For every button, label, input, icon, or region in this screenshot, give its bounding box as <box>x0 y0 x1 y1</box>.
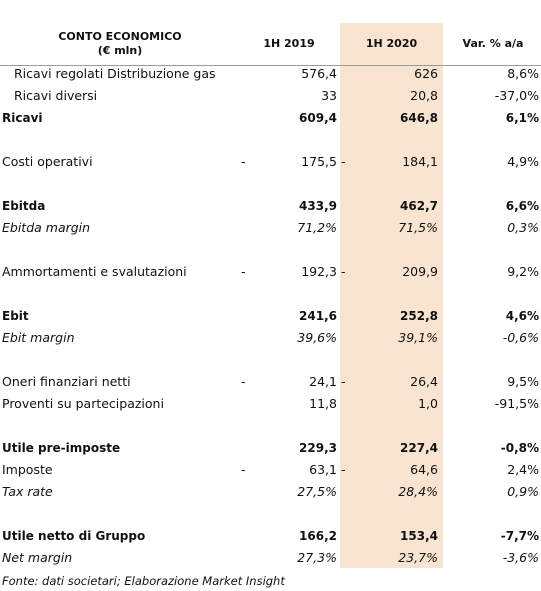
row-label: Ebit <box>2 309 29 323</box>
value-1h2019: 71,2% <box>297 220 337 235</box>
row-label: Ebitda margin <box>2 220 91 235</box>
table-row: Utile pre-imposte 229,3 227,4 -0,8% <box>0 438 541 458</box>
table-row: Ricavi diversi 33 20,8 -37,0% <box>0 86 541 106</box>
source-footnote: Fonte: dati societari; Elaborazione Mark… <box>2 574 285 588</box>
header-divider <box>0 65 541 66</box>
value-variation: 2,4% <box>507 462 539 477</box>
row-label: Ebitda <box>2 199 46 213</box>
value-variation: -0,8% <box>500 441 539 455</box>
table-row: Oneri finanziari netti - 24,1 - 26,4 9,5… <box>0 372 541 392</box>
table-row: Proventi su partecipazioni 11,8 1,0 -91,… <box>0 394 541 414</box>
table-row: Net margin 27,3% 23,7% -3,6% <box>0 548 541 568</box>
title-line-1: CONTO ECONOMICO <box>58 30 182 43</box>
table-row: Ricavi regolati Distribuzione gas 576,4 … <box>0 64 541 84</box>
value-1h2020: 227,4 <box>400 441 438 455</box>
negative-sign-1h2019: - <box>241 462 246 477</box>
negative-sign-1h2019: - <box>241 374 246 389</box>
column-header-1h2019: 1H 2019 <box>263 37 315 50</box>
value-variation: 9,2% <box>507 264 539 279</box>
table-title: CONTO ECONOMICO (€ mln) <box>20 25 220 63</box>
value-1h2019: 166,2 <box>299 529 337 543</box>
table-row: Imposte - 63,1 - 64,6 2,4% <box>0 460 541 480</box>
table-row: Ebitda 433,9 462,7 6,6% <box>0 196 541 216</box>
value-variation: 8,6% <box>507 66 539 81</box>
column-header-1h2020: 1H 2020 <box>365 37 418 50</box>
value-1h2019: 229,3 <box>299 441 337 455</box>
table-row: Ricavi 609,4 646,8 6,1% <box>0 108 541 128</box>
table-row: Ebit 241,6 252,8 4,6% <box>0 306 541 326</box>
value-1h2019: 192,3 <box>301 264 337 279</box>
value-1h2020: 71,5% <box>398 220 438 235</box>
table-row: Costi operativi - 175,5 - 184,1 4,9% <box>0 152 541 172</box>
negative-sign-1h2020: - <box>341 264 346 279</box>
row-label: Tax rate <box>2 484 53 499</box>
value-1h2019: 433,9 <box>299 199 337 213</box>
negative-sign-1h2019: - <box>241 264 246 279</box>
value-1h2019: 11,8 <box>309 396 337 411</box>
highlighted-column-background <box>340 23 443 568</box>
table-row: Ammortamenti e svalutazioni - 192,3 - 20… <box>0 262 541 282</box>
value-1h2019: 33 <box>321 88 337 103</box>
row-label: Ricavi regolati Distribuzione gas <box>14 66 216 81</box>
value-1h2020: 23,7% <box>398 550 438 565</box>
title-line-2: (€ mln) <box>97 44 143 57</box>
row-label: Utile pre-imposte <box>2 441 121 455</box>
value-variation: -37,0% <box>494 88 539 103</box>
value-variation: 0,3% <box>507 220 539 235</box>
value-1h2019: 175,5 <box>301 154 337 169</box>
value-variation: 6,6% <box>505 199 539 213</box>
row-label: Ammortamenti e svalutazioni <box>2 264 187 279</box>
negative-sign-1h2019: - <box>241 154 246 169</box>
negative-sign-1h2020: - <box>341 154 346 169</box>
row-label: Net margin <box>2 550 73 565</box>
value-variation: 4,9% <box>507 154 539 169</box>
value-1h2019: 39,6% <box>297 330 337 345</box>
table-row: Ebit margin 39,6% 39,1% -0,6% <box>0 328 541 348</box>
table-row: Tax rate 27,5% 28,4% 0,9% <box>0 482 541 502</box>
value-variation: -0,6% <box>502 330 539 345</box>
value-1h2019: 609,4 <box>299 111 337 125</box>
row-label: Ricavi <box>2 111 43 125</box>
column-header-variation: Var. % a/a <box>462 37 524 50</box>
value-1h2020: 209,9 <box>402 264 438 279</box>
value-1h2020: 153,4 <box>400 529 438 543</box>
value-1h2020: 184,1 <box>402 154 438 169</box>
value-1h2020: 64,6 <box>410 462 438 477</box>
value-1h2020: 1,0 <box>418 396 438 411</box>
value-1h2019: 63,1 <box>309 462 337 477</box>
row-label: Proventi su partecipazioni <box>2 396 164 411</box>
value-variation: 6,1% <box>505 111 539 125</box>
value-1h2020: 252,8 <box>400 309 438 323</box>
row-label: Ricavi diversi <box>14 88 98 103</box>
value-variation: -7,7% <box>500 529 539 543</box>
value-variation: -91,5% <box>494 396 539 411</box>
value-variation: 4,6% <box>505 309 539 323</box>
value-1h2020: 462,7 <box>400 199 438 213</box>
value-1h2019: 24,1 <box>309 374 337 389</box>
negative-sign-1h2020: - <box>341 374 346 389</box>
value-1h2019: 576,4 <box>301 66 337 81</box>
row-label: Utile netto di Gruppo <box>2 529 146 543</box>
value-variation: 0,9% <box>507 484 539 499</box>
value-1h2020: 20,8 <box>410 88 438 103</box>
table-row: Utile netto di Gruppo 166,2 153,4 -7,7% <box>0 526 541 546</box>
value-1h2020: 28,4% <box>398 484 438 499</box>
value-1h2019: 241,6 <box>299 309 337 323</box>
value-1h2020: 39,1% <box>398 330 438 345</box>
row-label: Ebit margin <box>2 330 75 345</box>
row-label: Imposte <box>2 462 53 477</box>
value-1h2020: 26,4 <box>410 374 438 389</box>
value-1h2020: 646,8 <box>400 111 438 125</box>
value-1h2019: 27,3% <box>297 550 337 565</box>
table-row: Ebitda margin 71,2% 71,5% 0,3% <box>0 218 541 238</box>
value-1h2019: 27,5% <box>297 484 337 499</box>
negative-sign-1h2020: - <box>341 462 346 477</box>
value-variation: -3,6% <box>502 550 539 565</box>
row-label: Costi operativi <box>2 154 93 169</box>
value-variation: 9,5% <box>507 374 539 389</box>
row-label: Oneri finanziari netti <box>2 374 131 389</box>
value-1h2020: 626 <box>414 66 438 81</box>
